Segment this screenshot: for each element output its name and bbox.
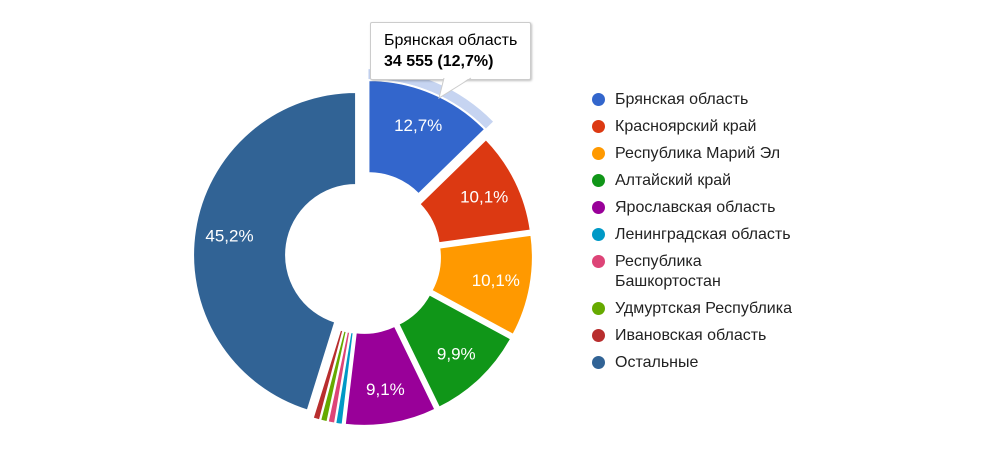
legend-color-dot bbox=[592, 255, 605, 268]
legend-color-dot bbox=[592, 174, 605, 187]
legend-item-label: Республика Марий Эл bbox=[615, 145, 781, 162]
legend-item-label: Удмуртская Республика bbox=[615, 300, 792, 317]
legend-item-label: Ивановская область bbox=[615, 327, 767, 344]
pie-slice-4[interactable] bbox=[343, 324, 437, 427]
tooltip: Брянская область 34 555 (12,7%) bbox=[370, 22, 532, 100]
legend-color-dot bbox=[592, 302, 605, 315]
legend-item-0[interactable]: Брянская область bbox=[592, 90, 807, 110]
legend-item-label: Ленинградская область bbox=[615, 226, 791, 243]
legend: Брянская область Красноярский край Республ… bbox=[592, 90, 807, 380]
pie-slice-0[interactable] bbox=[367, 79, 487, 196]
legend-color-dot bbox=[592, 120, 605, 133]
pie-slice-1[interactable] bbox=[418, 138, 532, 245]
legend-color-dot bbox=[592, 201, 605, 214]
pie-slice-3[interactable] bbox=[397, 293, 513, 409]
legend-item-4[interactable]: Ярославская область bbox=[592, 198, 807, 218]
legend-item-1[interactable]: Красноярский край bbox=[592, 117, 807, 137]
tooltip-value: 34 555 (12,7%) bbox=[384, 53, 494, 70]
pie-slice-2[interactable] bbox=[430, 233, 534, 336]
legend-item-label: Республика Башкортостан bbox=[615, 253, 721, 290]
legend-item-5[interactable]: Ленинградская область bbox=[592, 225, 807, 245]
legend-item-8[interactable]: Ивановская область bbox=[592, 326, 807, 346]
legend-item-label: Остальные bbox=[615, 354, 699, 371]
legend-color-dot bbox=[592, 147, 605, 160]
legend-item-label: Алтайский край bbox=[615, 172, 732, 189]
legend-item-6[interactable]: Республика Башкортостан bbox=[592, 252, 807, 292]
pie-slice-9[interactable] bbox=[192, 90, 358, 412]
legend-color-dot bbox=[592, 228, 605, 241]
legend-color-dot bbox=[592, 93, 605, 106]
legend-item-label: Ярославская область bbox=[615, 199, 776, 216]
legend-item-2[interactable]: Республика Марий Эл bbox=[592, 144, 807, 164]
legend-item-9[interactable]: Остальные bbox=[592, 353, 807, 373]
tooltip-region-name: Брянская область bbox=[384, 32, 518, 49]
legend-color-dot bbox=[592, 356, 605, 369]
legend-item-label: Красноярский край bbox=[615, 118, 757, 135]
legend-color-dot bbox=[592, 329, 605, 342]
pie-slice-8[interactable] bbox=[311, 328, 345, 422]
legend-item-7[interactable]: Удмуртская Республика bbox=[592, 299, 807, 319]
tooltip-pointer-tail bbox=[438, 77, 472, 100]
legend-item-label: Брянская область bbox=[615, 91, 749, 108]
legend-item-3[interactable]: Алтайский край bbox=[592, 171, 807, 191]
